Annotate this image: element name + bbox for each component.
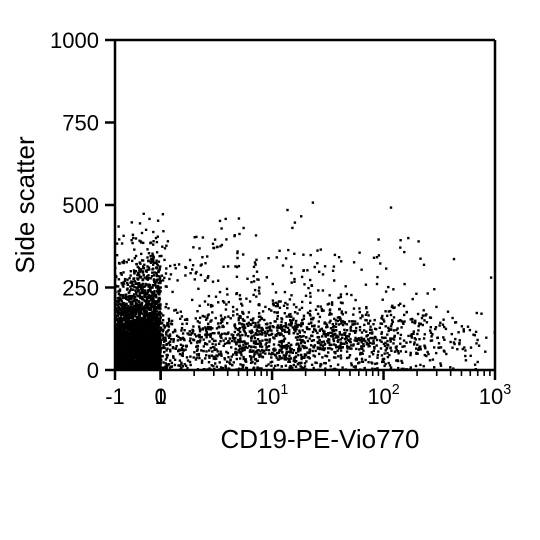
svg-text:250: 250 — [62, 276, 99, 301]
svg-text:102: 102 — [367, 382, 399, 409]
scatter-points — [114, 201, 496, 371]
svg-text:750: 750 — [62, 111, 99, 136]
y-axis-label: Side scatter — [10, 136, 40, 274]
svg-text:103: 103 — [479, 382, 511, 409]
svg-text:1: 1 — [154, 384, 166, 409]
svg-text:1000: 1000 — [50, 28, 99, 53]
svg-text:-1: -1 — [105, 384, 125, 409]
x-axis-label: CD19-PE-Vio770 — [221, 424, 420, 454]
svg-text:101: 101 — [256, 382, 288, 409]
svg-text:500: 500 — [62, 193, 99, 218]
scatter-chart: 02505007501000-101101102103 Side scatter… — [0, 0, 540, 540]
svg-text:0: 0 — [87, 358, 99, 383]
